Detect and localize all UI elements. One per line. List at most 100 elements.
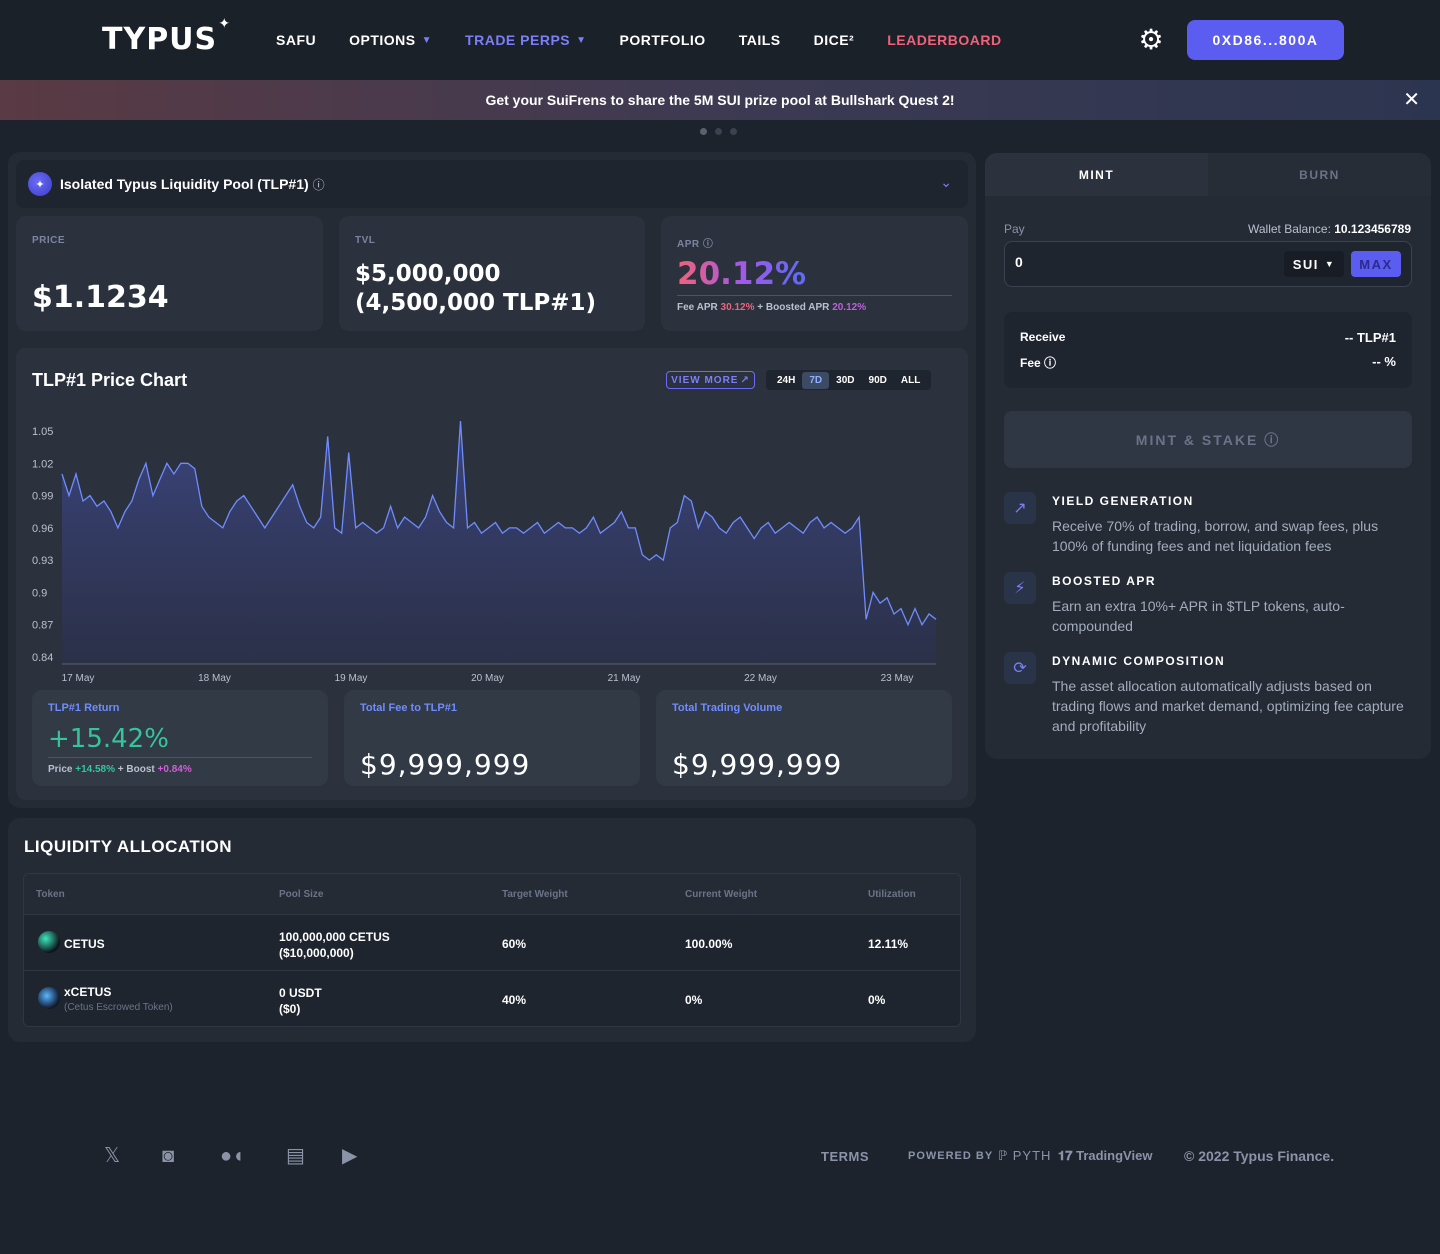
carousel-dot[interactable]	[700, 128, 707, 135]
return-boost-value: +0.84%	[157, 764, 192, 775]
return-label: TLP#1 Return	[48, 702, 120, 714]
range-7d[interactable]: 7D	[802, 371, 830, 389]
y-tick-label: 1.05	[32, 426, 53, 438]
liquidity-title: LIQUIDITY ALLOCATION	[24, 837, 233, 856]
x-twitter-icon[interactable]: 𝕏	[104, 1145, 121, 1167]
chevron-down-icon: ▼	[1324, 259, 1336, 269]
pay-box: SUI▼ MAX	[1004, 241, 1412, 287]
medium-icon[interactable]: ●◖	[220, 1145, 245, 1167]
feature-title: BOOSTED APR	[1052, 574, 1157, 588]
range-all[interactable]: ALL	[900, 374, 921, 386]
banner-text: Get your SuiFrens to share the 5M SUI pr…	[485, 92, 955, 108]
feature-desc: Receive 70% of trading, borrow, and swap…	[1052, 518, 1379, 554]
x-tick-label: 18 May	[198, 673, 231, 684]
pool-size-usd: ($0)	[279, 1002, 301, 1016]
discord-icon[interactable]: ◙	[162, 1145, 175, 1167]
max-button[interactable]: MAX	[1351, 251, 1401, 277]
nav-item-dice[interactable]: DICE²	[813, 32, 855, 48]
price-card: PRICE $1.1234	[16, 216, 323, 331]
apr-card: APR ⓘ 20.12% Fee APR 30.12% + Boosted AP…	[661, 216, 968, 331]
promo-banner[interactable]: Get your SuiFrens to share the 5M SUI pr…	[0, 80, 1440, 120]
boosted-apr-value: 20.12%	[832, 302, 867, 313]
nav-item-tails[interactable]: TAILS	[738, 32, 781, 48]
pay-amount-input[interactable]	[1015, 254, 1215, 270]
token-select[interactable]: SUI ▼	[1284, 251, 1344, 277]
info-icon[interactable]: ⓘ	[1044, 356, 1057, 370]
col-target-weight: Target Weight	[502, 889, 568, 900]
receive-summary: Receive -- TLP#1 Fee ⓘ -- %	[1004, 312, 1412, 388]
gear-icon[interactable]: ⚙	[1138, 24, 1164, 55]
chevron-down-icon: ▼	[576, 34, 587, 46]
col-utilization: Utilization	[868, 889, 916, 900]
fee-value: $9,999,999	[360, 748, 531, 781]
x-tick-label: 20 May	[471, 673, 504, 684]
table-row: CETUS 100,000,000 CETUS ($10,000,000) 60…	[24, 914, 960, 970]
view-more-button[interactable]: VIEW MORE ↗	[666, 371, 755, 389]
feature-title: DYNAMIC COMPOSITION	[1052, 654, 1226, 668]
current-weight: 0%	[685, 993, 703, 1007]
tab-mint[interactable]: MINT	[985, 153, 1208, 196]
range-24h[interactable]: 24H	[777, 374, 796, 386]
chart-up-icon: ↗	[1004, 492, 1036, 524]
return-value: +15.42%	[48, 724, 169, 754]
range-30d[interactable]: 30D	[836, 374, 855, 386]
feature-desc: Earn an extra 10%+ APR in $TLP tokens, a…	[1052, 598, 1345, 634]
pool-name: Isolated Typus Liquidity Pool (TLP#1)	[60, 176, 309, 192]
fee-apr-value: 30.12%	[720, 302, 755, 313]
range-90d[interactable]: 90D	[868, 374, 887, 386]
pool-size: 100,000,000 CETUS	[279, 930, 390, 944]
tvl-value: $5,000,000	[355, 261, 501, 287]
terms-link[interactable]: TERMS	[821, 1149, 869, 1164]
fee-value: -- %	[1372, 354, 1396, 369]
wallet-button[interactable]: 0XD86...800A	[1187, 20, 1344, 60]
close-icon[interactable]: ✕	[1403, 89, 1420, 111]
wallet-balance: Wallet Balance: 10.123456789	[1247, 222, 1411, 236]
top-nav: TYPUS ✦ SAFU OPTIONS ▼ TRADE PERPS ▼ PORTFO…	[0, 0, 1440, 80]
receive-label: Receive	[1020, 330, 1066, 344]
token-name: xCETUS	[64, 985, 112, 999]
chevron-down-icon: ⌄	[940, 174, 952, 190]
col-pool-size: Pool Size	[279, 889, 324, 900]
youtube-icon[interactable]: ▶	[342, 1145, 358, 1167]
carousel-dot[interactable]	[730, 128, 737, 135]
cetus-icon	[38, 931, 60, 953]
fee-label: Fee	[1020, 356, 1041, 370]
tlp-logo-icon: ✦	[28, 172, 52, 196]
feature-desc: The asset allocation automatically adjus…	[1052, 678, 1404, 734]
rotate-icon: ⟳	[1004, 652, 1036, 684]
col-token: Token	[36, 889, 65, 900]
info-icon[interactable]: ⓘ	[312, 177, 325, 192]
target-weight: 60%	[502, 937, 527, 951]
info-icon[interactable]: ⓘ	[702, 239, 714, 250]
nav-item-leaderboard[interactable]: LEADERBOARD	[887, 32, 1002, 48]
carousel-dot[interactable]	[715, 128, 722, 135]
price-chart[interactable]: 1.05 1.02 0.99 0.96 0.93 0.9 0.87 0.84 17 May 18…	[16, 400, 968, 700]
typus-logo[interactable]: TYPUS ✦	[102, 16, 232, 57]
fee-label: Total Fee to TLP#1	[360, 702, 457, 714]
document-icon[interactable]: ▤	[286, 1145, 305, 1167]
tab-burn[interactable]: BURN	[1208, 153, 1431, 196]
utilization: 12.11%	[868, 937, 909, 951]
sparkle-icon: ✦	[218, 16, 232, 32]
x-tick-label: 19 May	[335, 673, 368, 684]
nav-item-safu[interactable]: SAFU	[276, 32, 317, 48]
price-line	[61, 420, 937, 627]
tvl-label: TVL	[355, 235, 376, 246]
return-boost-label: Boost	[126, 764, 155, 775]
pool-selector[interactable]: ✦ Isolated Typus Liquidity Pool (TLP#1) …	[16, 160, 968, 208]
info-icon: ⓘ	[1264, 431, 1281, 448]
mint-stake-button[interactable]: MINT & STAKE ⓘ	[1004, 411, 1412, 468]
nav-item-trade-perps[interactable]: TRADE PERPS ▼	[465, 32, 587, 48]
y-tick-label: 0.93	[32, 555, 53, 567]
volume-tile: Total Trading Volume $9,999,999	[656, 690, 952, 786]
nav-item-options[interactable]: OPTIONS ▼	[349, 32, 433, 48]
carousel-dots	[700, 128, 737, 135]
volume-label: Total Trading Volume	[672, 702, 783, 714]
nav-item-portfolio[interactable]: PORTFOLIO	[619, 32, 706, 48]
utilization: 0%	[868, 993, 886, 1007]
pyth-logo[interactable]: ℙ PYTH	[998, 1148, 1052, 1163]
pool-size-usd: ($10,000,000)	[279, 946, 354, 960]
pay-label: Pay	[1004, 222, 1025, 236]
return-tile: TLP#1 Return +15.42% Price +14.58% + Boo…	[32, 690, 328, 786]
tradingview-logo[interactable]: 𝟏𝟕 TradingView	[1058, 1148, 1153, 1163]
